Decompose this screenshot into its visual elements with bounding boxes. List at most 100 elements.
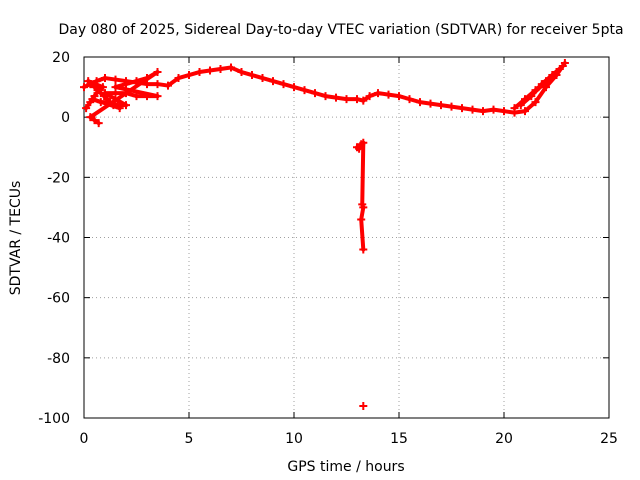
data-point xyxy=(122,89,130,98)
data-point xyxy=(426,99,435,108)
data-point xyxy=(357,215,366,224)
data-point xyxy=(355,144,364,153)
data-point xyxy=(82,104,91,113)
y-tick-label: 20 xyxy=(52,50,70,66)
chart-title: Day 080 of 2025, Sidereal Day-to-day VTE… xyxy=(58,22,623,38)
y-tick-label: -20 xyxy=(47,170,70,186)
data-point xyxy=(416,98,424,107)
data-point xyxy=(195,68,204,77)
data-point xyxy=(321,92,330,101)
data-point xyxy=(395,92,403,101)
y-axis-label: SDTVAR / TECUs xyxy=(8,181,24,296)
data-point xyxy=(101,89,109,98)
data-point xyxy=(290,83,298,92)
data-point xyxy=(548,71,557,80)
series-outliers xyxy=(353,138,368,254)
y-tick-label: -60 xyxy=(47,291,70,307)
series-extreme-outlier xyxy=(359,401,368,410)
data-point xyxy=(258,74,267,83)
data-point xyxy=(458,104,466,113)
data-point xyxy=(111,75,120,84)
data-point xyxy=(447,102,456,111)
plot-frame xyxy=(83,56,610,419)
data-point xyxy=(510,104,519,113)
trace-segment xyxy=(544,73,559,90)
data-point xyxy=(542,77,550,86)
data-point xyxy=(300,86,309,95)
data-point xyxy=(206,66,214,75)
ticks: 0 5 10 15 20 25 20 0 -20 -40 -60 -80 -100 xyxy=(38,50,618,447)
data-point xyxy=(558,62,567,71)
data-point xyxy=(359,401,368,410)
trace-segment xyxy=(523,100,538,114)
data-point xyxy=(359,96,368,105)
x-axis-label: GPS time / hours xyxy=(287,459,404,475)
data-point xyxy=(269,77,277,86)
data-point xyxy=(84,77,93,86)
data-point xyxy=(132,92,141,101)
data-point xyxy=(527,92,536,101)
x-tick-label: 10 xyxy=(285,431,303,447)
data-point xyxy=(248,71,256,80)
data-point xyxy=(516,101,525,110)
x-tick-label: 5 xyxy=(185,431,194,447)
data-point xyxy=(237,68,246,77)
data-point xyxy=(111,83,120,92)
data-point xyxy=(132,77,141,86)
data-point xyxy=(98,83,107,92)
trace-segment xyxy=(518,94,534,108)
data-point xyxy=(164,81,172,90)
series-main-trace xyxy=(80,59,569,117)
series-early-scattered-segments xyxy=(82,68,162,128)
data-point xyxy=(374,89,382,98)
y-tick-label: -40 xyxy=(47,231,70,247)
data-point xyxy=(80,83,88,92)
data-point xyxy=(105,98,114,107)
y-tick-label: -100 xyxy=(38,411,70,427)
trace-segment xyxy=(113,85,160,99)
trace-segment xyxy=(360,140,366,207)
data-point xyxy=(96,98,105,107)
data-point xyxy=(479,107,487,116)
y-tick-label: 0 xyxy=(61,110,70,126)
data-point xyxy=(353,95,361,104)
grid xyxy=(84,57,609,418)
data-point xyxy=(489,105,498,114)
data-point xyxy=(437,101,445,110)
data-point xyxy=(279,80,288,89)
x-tick-label: 20 xyxy=(495,431,513,447)
data-point xyxy=(531,86,540,95)
data-point xyxy=(153,80,162,89)
data-point xyxy=(227,63,235,72)
x-tick-label: 15 xyxy=(390,431,408,447)
x-tick-label: 25 xyxy=(600,431,618,447)
data-point xyxy=(143,92,151,101)
data-point xyxy=(153,68,162,77)
data-point xyxy=(86,113,95,122)
trace-segment xyxy=(533,85,548,105)
data-point xyxy=(122,101,130,110)
data-point xyxy=(342,95,351,104)
data-point xyxy=(405,95,414,104)
data-point xyxy=(359,203,368,212)
data-point xyxy=(531,98,540,107)
data-point xyxy=(468,105,477,114)
y-tick-label: -80 xyxy=(47,351,70,367)
data-point xyxy=(359,138,368,147)
data-point xyxy=(88,95,97,104)
trace-segment xyxy=(539,73,555,87)
data-point xyxy=(113,101,122,110)
data-point xyxy=(537,80,546,89)
series-late-steep-segments xyxy=(510,62,567,113)
x-tick-label: 0 xyxy=(80,431,89,447)
data-point xyxy=(521,107,529,116)
data-point xyxy=(90,83,99,92)
data-point xyxy=(359,245,368,254)
trace-segment xyxy=(359,217,366,252)
data-point xyxy=(101,74,109,83)
data-point xyxy=(332,93,340,102)
data-point xyxy=(311,89,319,98)
data-point xyxy=(90,116,99,125)
data-point xyxy=(500,107,508,116)
